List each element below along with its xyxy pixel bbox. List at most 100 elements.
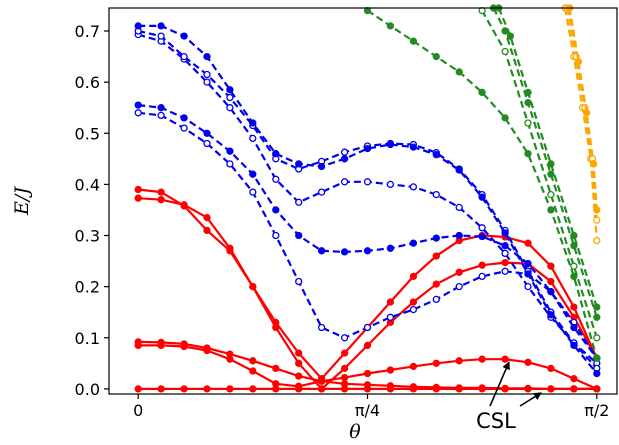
data-point xyxy=(409,272,418,281)
data-point xyxy=(203,129,211,137)
data-point xyxy=(272,206,280,214)
data-point xyxy=(432,190,440,199)
data-point xyxy=(226,93,234,102)
series-line xyxy=(366,9,598,359)
y-tick-label: 0.0 xyxy=(75,380,100,399)
data-point xyxy=(272,318,280,327)
data-point xyxy=(295,198,303,206)
data-point xyxy=(593,313,601,321)
data-point xyxy=(478,232,486,241)
data-point xyxy=(524,384,532,393)
data-point xyxy=(157,32,165,40)
plot-frame xyxy=(108,7,618,395)
data-point xyxy=(570,323,578,332)
data-point xyxy=(317,323,326,332)
data-point xyxy=(249,282,257,291)
data-point xyxy=(455,268,463,276)
data-point xyxy=(506,32,515,40)
data-point xyxy=(455,231,463,240)
data-point xyxy=(249,119,257,127)
data-point xyxy=(589,160,598,168)
data-point xyxy=(226,147,234,155)
data-point xyxy=(203,344,211,352)
data-point xyxy=(340,148,349,156)
y-tick-label: 0.4 xyxy=(75,175,100,194)
data-point xyxy=(157,338,165,347)
data-point xyxy=(547,364,555,373)
data-point xyxy=(547,311,555,319)
data-point xyxy=(570,262,578,270)
data-point xyxy=(409,362,418,371)
data-point xyxy=(363,178,372,186)
data-point xyxy=(203,70,211,79)
data-point xyxy=(363,381,372,389)
data-point xyxy=(317,385,326,393)
data-point xyxy=(409,183,418,191)
data-point xyxy=(501,267,509,275)
data-point xyxy=(340,155,349,163)
data-point xyxy=(386,180,395,189)
data-point xyxy=(432,383,440,392)
data-point xyxy=(134,194,142,202)
data-point xyxy=(409,383,418,391)
data-point xyxy=(226,385,234,393)
data-point xyxy=(203,213,211,222)
data-point xyxy=(524,270,532,278)
data-point xyxy=(180,32,188,40)
data-point xyxy=(478,355,486,363)
data-point xyxy=(157,111,165,120)
data-point xyxy=(363,247,372,255)
data-point xyxy=(570,303,578,311)
data-point xyxy=(593,334,601,342)
data-point xyxy=(593,236,601,245)
data-point xyxy=(249,188,257,196)
y-tick-label: 0.7 xyxy=(75,22,100,41)
data-point xyxy=(340,178,349,186)
data-point xyxy=(547,170,555,178)
data-point xyxy=(501,47,509,56)
data-point xyxy=(134,185,142,194)
data-point xyxy=(593,354,601,362)
data-point xyxy=(340,349,349,357)
data-point xyxy=(501,258,509,267)
data-point xyxy=(432,151,440,159)
data-point xyxy=(593,216,601,224)
data-point xyxy=(501,355,509,363)
data-point xyxy=(501,229,509,237)
data-point xyxy=(547,262,555,270)
data-point xyxy=(386,313,395,321)
data-point xyxy=(226,86,234,94)
data-point xyxy=(363,323,372,332)
data-point xyxy=(570,385,578,393)
data-point xyxy=(272,175,280,183)
data-point xyxy=(478,384,486,392)
data-point xyxy=(363,144,372,153)
data-point xyxy=(180,114,188,122)
data-point xyxy=(570,341,578,350)
data-point xyxy=(295,277,303,286)
data-point xyxy=(340,380,349,388)
axis-ticks: 0.0 0.1 0.2 0.3 0.4 0.5 0.6 0.7 0 π/4 π/2 xyxy=(75,22,610,420)
data-point xyxy=(593,303,601,311)
data-point xyxy=(524,239,532,247)
data-point xyxy=(547,277,555,286)
data-point xyxy=(317,162,326,171)
data-point xyxy=(157,22,165,30)
data-point xyxy=(180,124,188,132)
y-axis-label: E/J xyxy=(11,186,33,216)
data-point xyxy=(570,242,578,250)
data-point xyxy=(574,58,583,66)
data-point xyxy=(249,357,257,365)
data-point xyxy=(524,358,532,366)
y-tick-label: 0.1 xyxy=(75,329,100,348)
data-point xyxy=(547,385,555,393)
data-point xyxy=(547,160,555,168)
data-point xyxy=(203,139,211,148)
data-point xyxy=(501,384,509,393)
data-point xyxy=(226,104,234,112)
data-point xyxy=(249,134,257,143)
data-point xyxy=(524,98,532,107)
data-point xyxy=(478,272,486,281)
data-point xyxy=(203,226,211,235)
data-point xyxy=(226,160,234,168)
